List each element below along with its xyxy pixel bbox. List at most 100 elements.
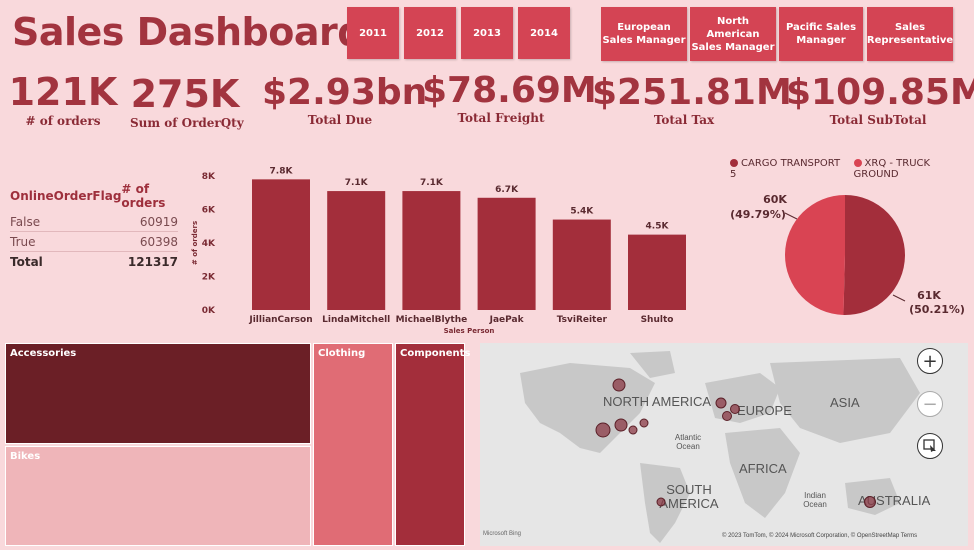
legend-swatch: [853, 159, 862, 167]
treemap-tile-accessories[interactable]: Accessories: [5, 343, 311, 444]
map-bubble: [628, 425, 638, 435]
zoom-in-button[interactable]: +: [917, 348, 943, 374]
map-bubble: [722, 411, 732, 421]
slicer-year-2011[interactable]: 2011: [347, 7, 399, 59]
kpi-label: Total SubTotal: [829, 113, 927, 127]
y-tick-label: 6K: [202, 206, 216, 216]
bar-data-label: 7.1K: [345, 178, 369, 188]
map-label-australia: AUSTRALIA: [858, 493, 931, 508]
kpi-order-qty: 275K Sum of OrderQty: [130, 72, 244, 130]
map-label-asia: ASIA: [830, 395, 860, 410]
map-select-button[interactable]: [917, 433, 943, 459]
map-bubbles: [595, 378, 876, 508]
pie-pct-label: (50.21%): [909, 303, 965, 316]
africa-shape: [725, 428, 800, 518]
ship-method-pie-chart: 61K(50.21%) 60K (49.79%): [730, 193, 965, 316]
table-cell: Total: [10, 255, 43, 269]
pie-slice-1[interactable]: [784, 195, 845, 315]
slicer-year-2013[interactable]: 2013: [461, 7, 513, 59]
legend-item[interactable]: XRQ - TRUCK GROUND: [853, 158, 974, 180]
kpi-label: Sum of OrderQty: [130, 116, 244, 130]
slicer-european-sales-manager[interactable]: European Sales Manager: [601, 7, 687, 61]
legend-label: XRQ - TRUCK GROUND: [853, 158, 931, 180]
map-attribution[interactable]: © 2023 TomTom, © 2024 Microsoft Corporat…: [722, 533, 918, 539]
bar-jilliancarson[interactable]: [252, 179, 310, 310]
x-tick-label: TsviReiter: [557, 315, 608, 325]
product-category-treemap: Accessories Bikes Clothing Components: [5, 343, 470, 546]
kpi-total-due: $2.93bn Total Due: [262, 72, 428, 127]
map-bubble: [639, 418, 649, 428]
legend-swatch: [730, 159, 738, 167]
kpi-total-subtotal: $109.85M Total SubTotal: [786, 72, 974, 127]
legend-item[interactable]: CARGO TRANSPORT 5: [730, 158, 846, 180]
page-title: Sales Dashboard: [12, 10, 364, 54]
map-label-south-america: SOUTH AMERICA: [659, 482, 719, 511]
bar-data-label: 7.8K: [270, 166, 294, 176]
bar-data-label: 7.1K: [420, 178, 444, 188]
map-label-europe: EUROPE: [737, 403, 792, 418]
table-total-row: Total 121317: [10, 252, 178, 272]
kpi-total-tax: $251.81M Total Tax: [592, 72, 792, 127]
kpi-value: 275K: [130, 72, 240, 116]
slicer-year-2012[interactable]: 2012: [404, 7, 456, 59]
x-tick-label: JillianCarson: [248, 315, 312, 325]
table-cell: 60398: [139, 234, 178, 249]
bar-lindamitchell[interactable]: [327, 191, 386, 310]
table-cell: False: [10, 214, 41, 229]
kpi-value: $2.93bn: [262, 72, 428, 113]
map-bubble: [614, 418, 628, 432]
table-cell: True: [10, 234, 36, 249]
pie-data-label: 61K: [917, 289, 941, 302]
bar-data-label: 6.7K: [495, 185, 519, 195]
kpi-value: $251.81M: [592, 72, 792, 113]
kpi-orders: 121K # of orders: [8, 70, 118, 128]
table-header-cell: OnlineOrderFlag: [10, 189, 122, 203]
kpi-label: # of orders: [25, 114, 101, 128]
kpi-label: Total Tax: [653, 113, 715, 127]
table-row[interactable]: False 60919: [10, 212, 178, 232]
x-tick-label: Shulto: [641, 315, 674, 325]
treemap-tile-clothing[interactable]: Clothing: [313, 343, 393, 546]
map-label-north-america: NORTH AMERICA: [603, 394, 712, 409]
slicer-sales-representative[interactable]: Sales Representative: [867, 7, 953, 61]
australia-shape: [845, 478, 900, 515]
x-tick-label: JaePak: [489, 315, 525, 325]
map-bubble: [730, 404, 740, 414]
online-order-flag-table: OnlineOrderFlag # of orders False 60919 …: [10, 182, 178, 272]
slicer-north-american-sales-manager[interactable]: North American Sales Manager: [690, 7, 776, 61]
pie-legend: CARGO TRANSPORT 5 XRQ - TRUCK GROUND: [730, 158, 974, 180]
x-tick-label: LindaMitchell: [322, 315, 390, 325]
bar-jaepak[interactable]: [477, 197, 536, 310]
sales-map[interactable]: NORTH AMERICA EUROPE ASIA AFRICA SOUTH A…: [480, 343, 968, 546]
slicer-year-2014[interactable]: 2014: [518, 7, 570, 59]
table-row[interactable]: True 60398: [10, 232, 178, 252]
kpi-value: $78.69M: [422, 70, 597, 111]
y-tick-label: 4K: [202, 239, 216, 249]
europe-shape: [705, 373, 780, 423]
map-bubble: [864, 496, 876, 508]
bar-data-label: 5.4K: [570, 207, 594, 217]
map-bubble: [715, 397, 727, 409]
y-tick-label: 8K: [202, 172, 216, 182]
treemap-tile-components[interactable]: Components: [395, 343, 470, 546]
table-header: OnlineOrderFlag # of orders: [10, 182, 178, 210]
zoom-out-button[interactable]: −: [917, 391, 943, 417]
bar-shulto[interactable]: [628, 234, 686, 310]
x-tick-label: MichaelBlythe: [396, 315, 468, 325]
y-axis-label: # of orders: [191, 221, 199, 265]
bing-logo: Microsoft Bing: [483, 531, 522, 537]
bar-data-label: 4.5K: [646, 222, 670, 232]
bar-michaelblythe[interactable]: [402, 191, 461, 310]
kpi-value: $109.85M: [786, 72, 974, 113]
table-header-cell: # of orders: [121, 182, 166, 210]
treemap-tile-bikes[interactable]: Bikes: [5, 446, 311, 546]
table-cell: 60919: [139, 214, 178, 229]
pie-slice-0[interactable]: [843, 195, 905, 315]
slicer-pacific-sales-manager[interactable]: Pacific Sales Manager: [779, 7, 863, 61]
map-bubble: [656, 497, 666, 507]
map-label-atlantic-ocean: Atlantic Ocean: [674, 433, 702, 451]
bar-tsvireiter[interactable]: [552, 219, 611, 310]
select-icon: [923, 439, 936, 452]
kpi-value: 121K: [8, 70, 118, 114]
map-bubble: [595, 422, 611, 438]
